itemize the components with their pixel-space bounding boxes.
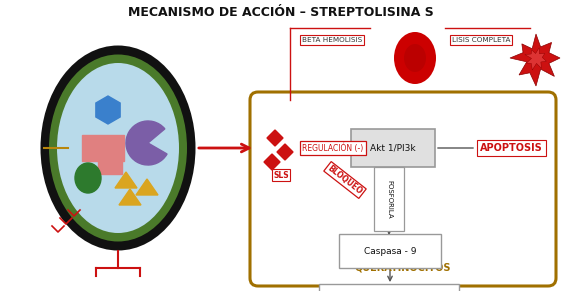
Wedge shape [126,121,167,165]
FancyBboxPatch shape [319,284,459,291]
Ellipse shape [49,54,187,242]
Polygon shape [277,144,293,160]
Ellipse shape [57,63,179,233]
Polygon shape [525,48,546,70]
Text: Caspasa - 9: Caspasa - 9 [364,246,416,255]
Polygon shape [136,179,158,195]
Text: REGULACIÓN (-): REGULACIÓN (-) [302,143,363,153]
FancyBboxPatch shape [250,92,556,286]
Bar [98,158,122,174]
FancyBboxPatch shape [374,167,404,231]
Text: SLS: SLS [273,171,289,180]
Text: BETA HEMOLISIS: BETA HEMOLISIS [302,37,362,43]
Text: MECANISMO DE ACCIÓN – STREPTOLISINA S: MECANISMO DE ACCIÓN – STREPTOLISINA S [128,6,434,19]
Polygon shape [510,34,560,86]
Text: FOSFORILA: FOSFORILA [386,180,392,218]
Text: Akt 1/PI3k: Akt 1/PI3k [370,143,416,152]
Text: APOPTOSIS: APOPTOSIS [480,143,543,153]
Ellipse shape [394,32,436,84]
Text: LISIS COMPLETA: LISIS COMPLETA [452,37,510,43]
Polygon shape [115,172,137,188]
Polygon shape [264,154,280,170]
Text: QUERATINOCITOS: QUERATINOCITOS [355,263,451,273]
FancyBboxPatch shape [351,129,435,167]
Bar [82,135,124,161]
Polygon shape [267,130,283,146]
Text: BLOQUEO: BLOQUEO [326,164,364,196]
Polygon shape [119,189,141,205]
Ellipse shape [75,163,101,193]
FancyBboxPatch shape [339,234,441,268]
Ellipse shape [404,44,426,72]
Ellipse shape [40,45,196,251]
